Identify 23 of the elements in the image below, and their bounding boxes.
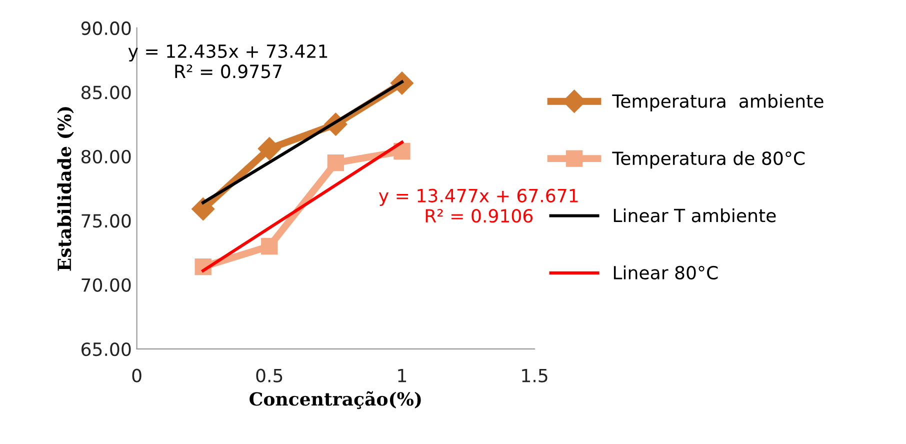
y-tick-label: 80.00 (81, 150, 131, 164)
x-tick-label: 1 (398, 368, 406, 382)
point (394, 142, 410, 160)
point (258, 137, 281, 160)
point (192, 198, 215, 221)
y-tick-label: 90.00 (81, 21, 131, 36)
y-tick-label: 75.00 (82, 214, 131, 228)
x-axis-title: Concentração(%) (250, 391, 421, 410)
y-tick-label: 65.00 (82, 342, 131, 356)
point (261, 238, 278, 255)
legend-label: Linear T ambiente (614, 208, 776, 222)
y-tick-label: 85.00 (81, 86, 131, 100)
legend-label: Linear 80°C (614, 266, 718, 280)
annotation: y = 12.435x + 73.421 R² = 0.9757 (128, 44, 328, 78)
x-tick-label: 1.5 (522, 368, 548, 382)
x-tick-label: 0.5 (256, 368, 282, 382)
point (327, 154, 344, 172)
y-tick-label: 70.00 (82, 278, 131, 292)
legend-label: Temperatura de 80°C (612, 151, 805, 169)
y-axis-title: Estabilidade (%) (57, 107, 74, 271)
annotation: y = 13.477x + 67.671 R² = 0.9106 (378, 188, 578, 223)
x-tick-label: 0 (132, 368, 142, 382)
legend-label: Temperatura ambiente (612, 94, 824, 112)
